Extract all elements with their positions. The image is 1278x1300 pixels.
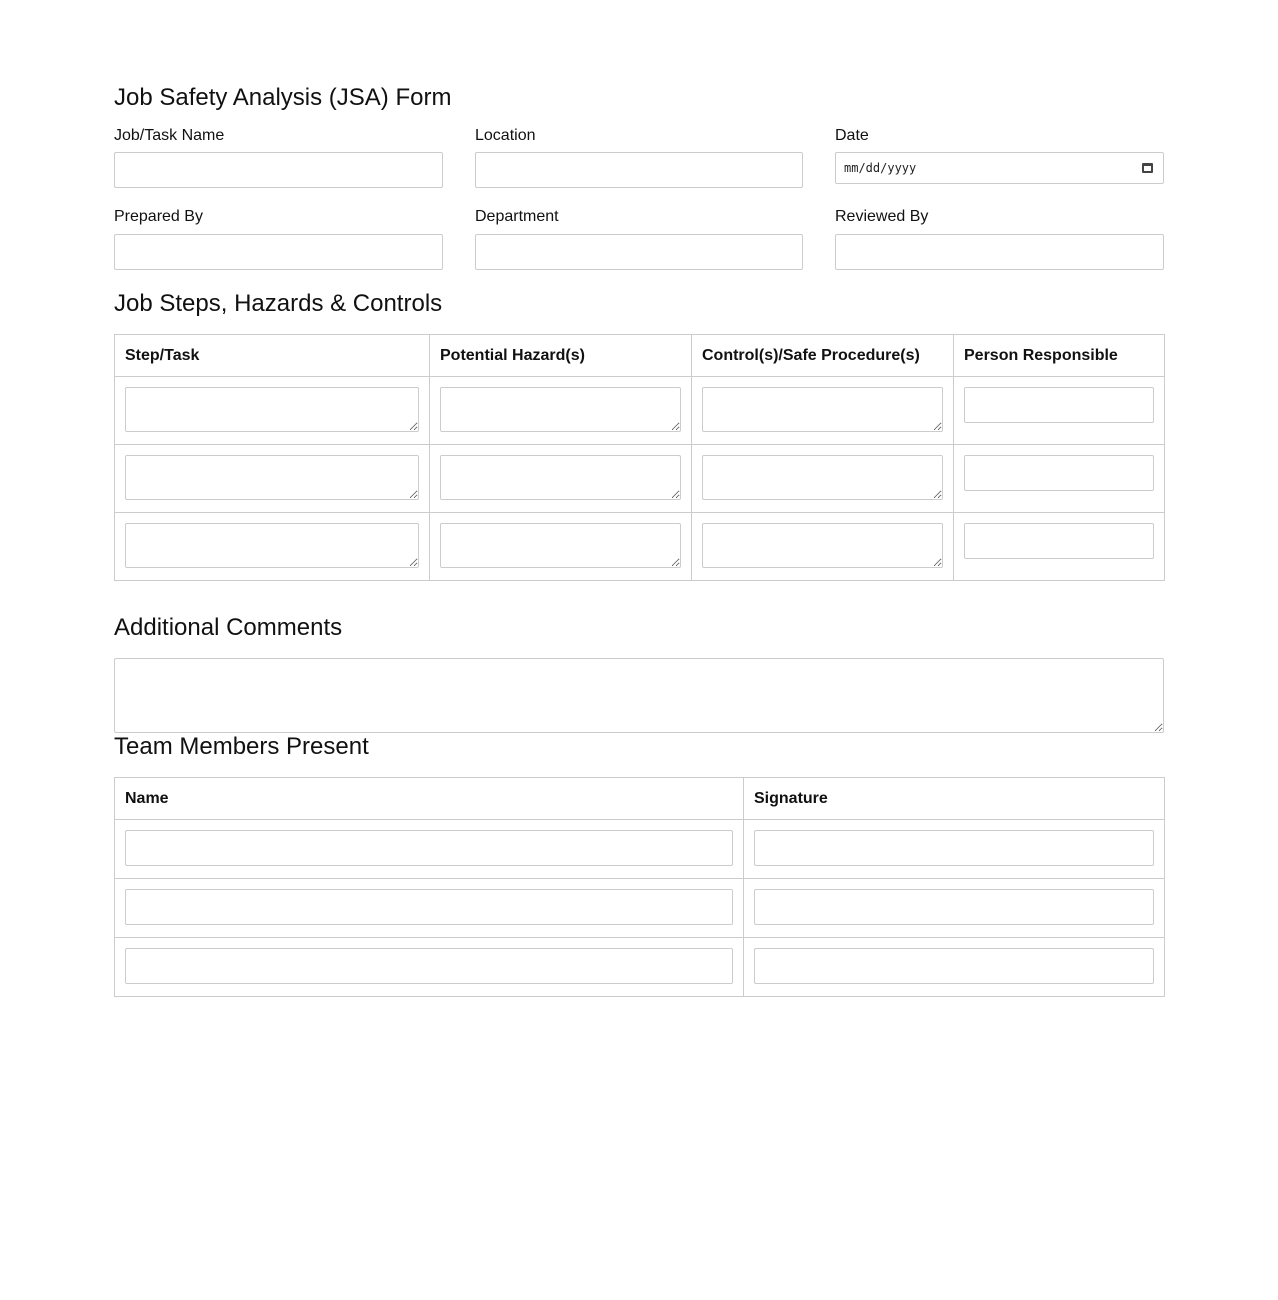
table-row: [114, 937, 1165, 997]
hazard-textarea[interactable]: [440, 387, 681, 432]
page-title: Job Safety Analysis (JSA) Form: [114, 84, 452, 111]
table-row: [114, 376, 1165, 445]
date-input[interactable]: mm/dd/yyyy: [835, 152, 1164, 184]
job-task-name-input[interactable]: [114, 152, 443, 188]
hazard-textarea[interactable]: [440, 523, 681, 568]
step-textarea[interactable]: [125, 387, 419, 432]
column-header-step: Step/Task: [114, 334, 430, 377]
comments-title: Additional Comments: [114, 614, 343, 641]
table-header-row: Step/Task Potential Hazard(s) Control(s)…: [114, 334, 1165, 377]
table-row: [114, 444, 1165, 513]
person-responsible-input[interactable]: [964, 455, 1154, 491]
column-header-hazards: Potential Hazard(s): [429, 334, 692, 377]
department-label: Department: [475, 208, 559, 225]
reviewed-by-label: Reviewed By: [835, 208, 929, 225]
prepared-by-input[interactable]: [114, 234, 443, 270]
date-label: Date: [835, 127, 869, 144]
location-label: Location: [475, 127, 536, 144]
column-header-person: Person Responsible: [953, 334, 1165, 377]
team-name-input[interactable]: [125, 948, 733, 984]
person-responsible-input[interactable]: [964, 387, 1154, 423]
comments-textarea[interactable]: [114, 658, 1164, 733]
column-header-name: Name: [114, 777, 744, 820]
column-header-signature: Signature: [743, 777, 1165, 820]
control-textarea[interactable]: [702, 455, 943, 500]
table-row: [114, 878, 1165, 938]
column-header-controls: Control(s)/Safe Procedure(s): [691, 334, 954, 377]
steps-table: Step/Task Potential Hazard(s) Control(s)…: [114, 334, 1165, 581]
step-textarea[interactable]: [125, 455, 419, 500]
person-responsible-input[interactable]: [964, 523, 1154, 559]
signature-input[interactable]: [754, 948, 1154, 984]
step-textarea[interactable]: [125, 523, 419, 568]
table-row: [114, 819, 1165, 879]
steps-section-title: Job Steps, Hazards & Controls: [114, 290, 443, 317]
team-name-input[interactable]: [125, 830, 733, 866]
team-name-input[interactable]: [125, 889, 733, 925]
control-textarea[interactable]: [702, 387, 943, 432]
table-header-row: Name Signature: [114, 777, 1165, 820]
calendar-icon[interactable]: [1142, 163, 1153, 173]
department-input[interactable]: [475, 234, 803, 270]
signature-input[interactable]: [754, 830, 1154, 866]
table-row: [114, 512, 1165, 581]
prepared-by-label: Prepared By: [114, 208, 203, 225]
date-placeholder: mm/dd/yyyy: [844, 161, 917, 175]
hazard-textarea[interactable]: [440, 455, 681, 500]
reviewed-by-input[interactable]: [835, 234, 1164, 270]
job-task-name-label: Job/Task Name: [114, 127, 225, 144]
team-title: Team Members Present: [114, 733, 369, 760]
team-table: Name Signature: [114, 777, 1165, 997]
location-input[interactable]: [475, 152, 803, 188]
signature-input[interactable]: [754, 889, 1154, 925]
control-textarea[interactable]: [702, 523, 943, 568]
